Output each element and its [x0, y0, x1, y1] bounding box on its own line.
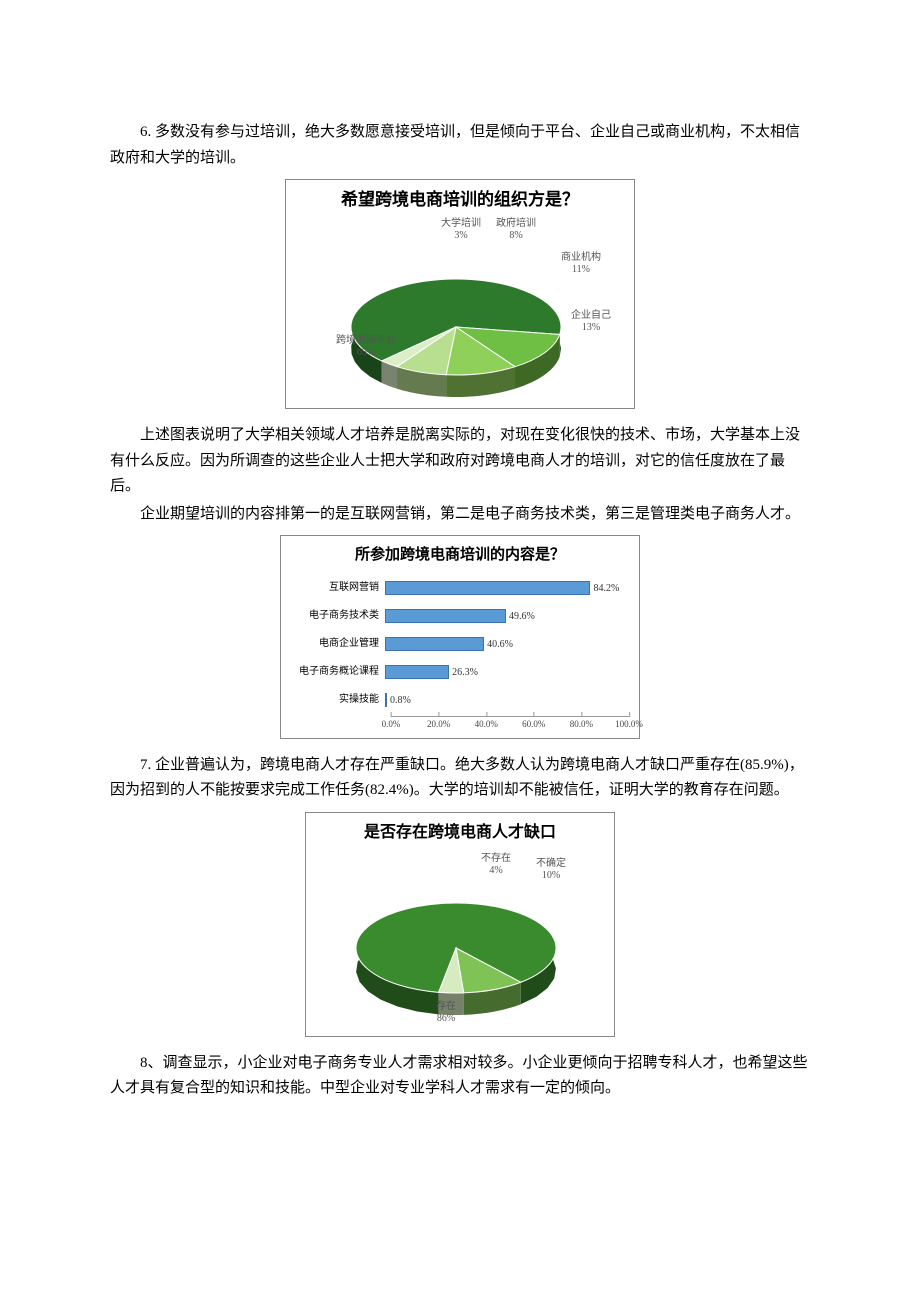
- bar-track: 49.6%: [385, 609, 629, 623]
- bar-chart-title: 所参加跨境电商培训的内容是？: [281, 536, 639, 570]
- pie-chart-2-title: 是否存在跨境电商人才缺口: [306, 813, 614, 846]
- bar-category: 电商企业管理: [287, 635, 385, 652]
- bar-value: 84.2%: [593, 580, 619, 597]
- bar-track: 84.2%: [385, 581, 629, 595]
- axis-tick: 60.0%: [522, 717, 545, 732]
- axis-tick: 100.0%: [615, 717, 643, 732]
- bar-category: 互联网营销: [287, 579, 385, 596]
- bar-chart-wrap: 所参加跨境电商培训的内容是？ 互联网营销 84.2% 电子商务技术类 49.6% 电商企…: [110, 535, 810, 739]
- bar-category: 实操技能: [287, 691, 385, 708]
- section-8-text: 8、调查显示，小企业对电子商务专业人才需求相对较多。小企业更倾向于招聘专科人才，…: [110, 1051, 810, 1102]
- para-after-pie1-b: 企业期望培训的内容排第一的是互联网营销，第二是电子商务技术类，第三是管理类电子商…: [110, 502, 810, 528]
- bar-category: 电子商务概论课程: [287, 663, 385, 680]
- bar-chart-area: 互联网营销 84.2% 电子商务技术类 49.6% 电商企业管理 40.6% 电子商务概论课…: [281, 570, 639, 738]
- pie-label: 跨境电商平台65%: [336, 335, 396, 359]
- bar-value: 49.6%: [509, 608, 535, 625]
- bar-fill: [385, 637, 484, 651]
- pie-chart-1-wrap: 希望跨境电商培训的组织方是？ 大学培训3% 政府培训8% 商业机构11% 企业自己13…: [110, 179, 810, 409]
- axis-tick: 0.0%: [382, 717, 401, 732]
- bar-track: 26.3%: [385, 665, 629, 679]
- pie-label: 商业机构11%: [561, 252, 601, 276]
- pie-chart-2: 是否存在跨境电商人才缺口 不存在4% 不确定10% 存在86%: [305, 812, 615, 1037]
- pie-label: 不存在4%: [481, 853, 511, 877]
- bar-fill: [385, 693, 387, 707]
- bar-row: 互联网营销 84.2%: [287, 576, 629, 600]
- axis-tick: 80.0%: [570, 717, 593, 732]
- pie-label: 大学培训3%: [441, 218, 481, 242]
- bar-value: 40.6%: [487, 636, 513, 653]
- pie-label: 企业自己13%: [571, 310, 611, 334]
- pie-label: 存在86%: [436, 1001, 456, 1025]
- section-7-text: 7. 企业普遍认为，跨境电商人才存在严重缺口。绝大多数人认为跨境电商人才缺口严重…: [110, 753, 810, 804]
- bar-value: 26.3%: [452, 664, 478, 681]
- bar-chart: 所参加跨境电商培训的内容是？ 互联网营销 84.2% 电子商务技术类 49.6% 电商企…: [280, 535, 640, 739]
- pie-chart-1-title: 希望跨境电商培训的组织方是？: [286, 180, 634, 215]
- bar-track: 40.6%: [385, 637, 629, 651]
- para-after-pie1-a: 上述图表说明了大学相关领域人才培养是脱离实际的，对现在变化很快的技术、市场，大学…: [110, 423, 810, 500]
- axis-tick: 40.0%: [475, 717, 498, 732]
- pie-chart-2-wrap: 是否存在跨境电商人才缺口 不存在4% 不确定10% 存在86%: [110, 812, 810, 1037]
- bar-row: 电商企业管理 40.6%: [287, 632, 629, 656]
- bar-fill: [385, 665, 449, 679]
- section-6-text: 6. 多数没有参与过培训，绝大多数愿意接受培训，但是倾向于平台、企业自己或商业机…: [110, 120, 810, 171]
- bar-fill: [385, 581, 590, 595]
- bar-row: 实操技能 0.8%: [287, 688, 629, 712]
- pie-chart-2-area: [306, 846, 616, 1043]
- bar-value: 0.8%: [390, 692, 411, 709]
- bar-fill: [385, 609, 506, 623]
- bar-row: 电子商务技术类 49.6%: [287, 604, 629, 628]
- pie-chart-1: 希望跨境电商培训的组织方是？ 大学培训3% 政府培训8% 商业机构11% 企业自己13…: [285, 179, 635, 409]
- bar-axis: 0.0%20.0%40.0%60.0%80.0%100.0%: [391, 716, 629, 734]
- bar-row: 电子商务概论课程 26.3%: [287, 660, 629, 684]
- pie-label: 不确定10%: [536, 858, 566, 882]
- pie-label: 政府培训8%: [496, 218, 536, 242]
- bar-track: 0.8%: [385, 693, 629, 707]
- bar-category: 电子商务技术类: [287, 607, 385, 624]
- axis-tick: 20.0%: [427, 717, 450, 732]
